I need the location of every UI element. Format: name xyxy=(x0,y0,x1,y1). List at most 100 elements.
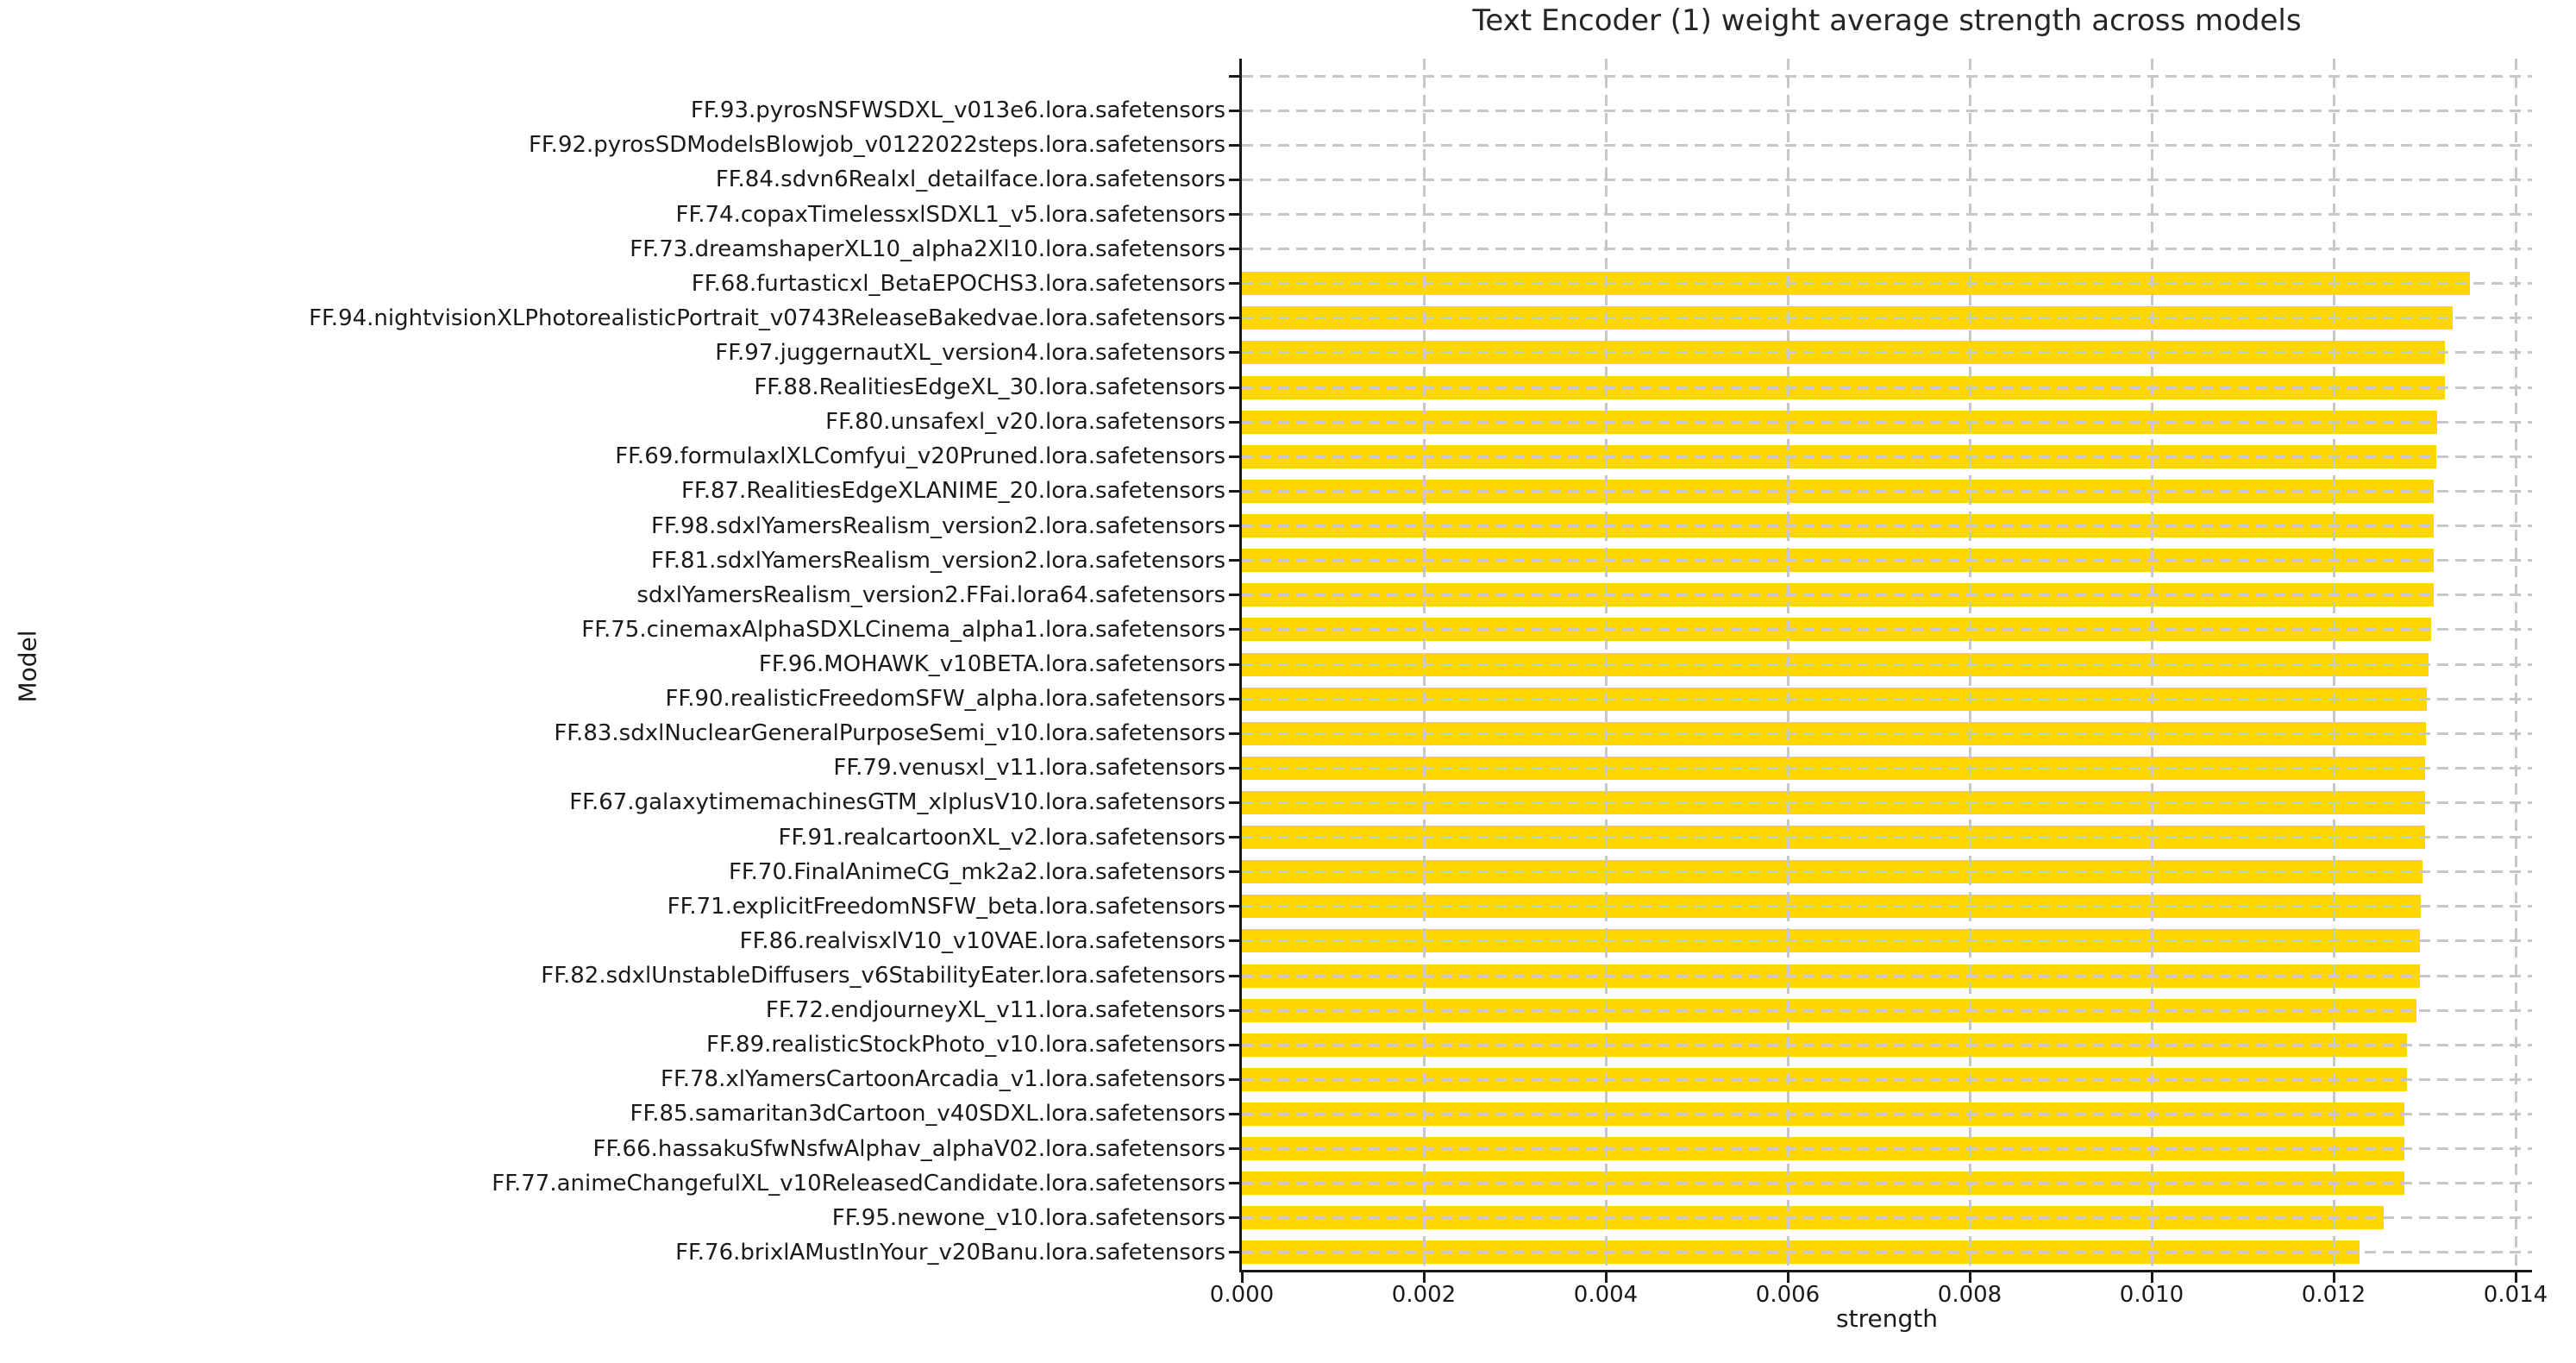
y-tick-mark xyxy=(1229,248,1239,251)
h-gridline xyxy=(1242,663,2532,666)
y-tick-label: FF.80.unsafexl_v20.lora.safetensors xyxy=(825,409,1225,436)
y-tick-label: FF.87.RealitiesEdgeXLANIME_20.lora.safet… xyxy=(680,478,1225,505)
h-gridline xyxy=(1242,559,2532,562)
x-tick-label: 0.012 xyxy=(2301,1282,2366,1308)
y-tick-mark xyxy=(1229,628,1239,631)
y-tick-mark xyxy=(1229,559,1239,562)
y-tick-mark xyxy=(1229,143,1239,147)
v-gridline xyxy=(2150,59,2153,1270)
y-tick-mark xyxy=(1229,1077,1239,1081)
h-gridline xyxy=(1242,1112,2532,1115)
h-gridline xyxy=(1242,1008,2532,1012)
y-tick-mark xyxy=(1229,905,1239,908)
y-tick-label: FF.73.dreamshaperXL10_alpha2Xl10.lora.sa… xyxy=(630,236,1225,262)
y-tick-mark xyxy=(1229,282,1239,286)
h-gridline xyxy=(1242,801,2532,804)
y-tick-mark xyxy=(1229,1216,1239,1220)
y-tick-label: FF.90.realisticFreedomSFW_alpha.lora.saf… xyxy=(665,686,1225,713)
h-gridline xyxy=(1242,939,2532,943)
h-gridline xyxy=(1242,697,2532,700)
y-tick-mark xyxy=(1229,1147,1239,1151)
y-tick-label: FF.95.newone_v10.lora.safetensors xyxy=(831,1204,1225,1231)
y-tick-mark xyxy=(1229,732,1239,735)
h-gridline xyxy=(1242,732,2532,735)
h-gridline xyxy=(1242,766,2532,769)
x-tick-label: 0.006 xyxy=(1755,1282,1821,1308)
y-tick-mark xyxy=(1229,939,1239,943)
h-gridline xyxy=(1242,282,2532,286)
y-tick-mark xyxy=(1229,801,1239,804)
y-tick-label: FF.98.sdxlYamersRealism_version2.lora.sa… xyxy=(651,512,1225,539)
y-tick-label: FF.78.xlYamersCartoonArcadia_v1.lora.saf… xyxy=(660,1066,1225,1093)
y-tick-mark xyxy=(1229,594,1239,597)
y-tick-label: FF.89.realisticStockPhoto_v10.lora.safet… xyxy=(706,1032,1225,1058)
bottom-spine xyxy=(1239,1270,2532,1272)
y-tick-mark xyxy=(1229,489,1239,493)
y-tick-label: FF.79.venusxl_v11.lora.safetensors xyxy=(833,755,1225,782)
y-tick-mark xyxy=(1229,455,1239,458)
y-tick-mark xyxy=(1229,1112,1239,1115)
y-tick-label: FF.83.sdxlNuclearGeneralPurposeSemi_v10.… xyxy=(554,720,1225,747)
y-tick-mark xyxy=(1229,870,1239,874)
h-gridline xyxy=(1242,489,2532,493)
y-tick-label: FF.92.pyrosSDModelsBlowjob_v0122022steps… xyxy=(528,132,1225,159)
y-tick-label: FF.70.FinalAnimeCG_mk2a2.lora.safetensor… xyxy=(728,858,1225,885)
y-tick-mark xyxy=(1229,109,1239,112)
h-gridline xyxy=(1242,1182,2532,1185)
h-gridline xyxy=(1242,870,2532,874)
h-gridline xyxy=(1242,109,2532,112)
y-tick-label: FF.81.sdxlYamersRealism_version2.lora.sa… xyxy=(651,547,1225,574)
y-tick-label: FF.74.copaxTimelessxlSDXL1_v5.lora.safet… xyxy=(675,201,1225,228)
y-tick-label: FF.69.formulaxlXLComfyui_v20Pruned.lora.… xyxy=(615,443,1225,470)
v-gridline xyxy=(1968,59,1971,1270)
x-tick-mark xyxy=(2514,1272,2517,1283)
h-gridline xyxy=(1242,594,2532,597)
x-tick-label: 0.000 xyxy=(1209,1282,1275,1308)
x-tick-mark xyxy=(2332,1272,2335,1283)
h-gridline xyxy=(1242,213,2532,216)
x-axis-label: strength xyxy=(1836,1304,1938,1333)
v-gridline xyxy=(2332,59,2335,1270)
x-tick-mark xyxy=(1968,1272,1971,1283)
x-tick-label: 0.002 xyxy=(1391,1282,1457,1308)
chart-title: Text Encoder (1) weight average strength… xyxy=(1472,3,2302,38)
x-tick-label: 0.010 xyxy=(2119,1282,2184,1308)
h-gridline xyxy=(1242,178,2532,181)
y-tick-label: FF.77.animeChangefulXL_v10ReleasedCandid… xyxy=(492,1170,1225,1197)
y-tick-mark xyxy=(1229,1182,1239,1185)
y-tick-label: FF.72.endjourneyXL_v11.lora.safetensors xyxy=(765,997,1225,1024)
h-gridline xyxy=(1242,905,2532,908)
y-tick-label: FF.94.nightvisionXLPhotorealisticPortrai… xyxy=(309,305,1225,331)
y-tick-mark xyxy=(1229,386,1239,389)
x-tick-mark xyxy=(2150,1272,2153,1283)
y-tick-label: FF.71.explicitFreedomNSFW_beta.lora.safe… xyxy=(667,893,1225,920)
y-tick-label: FF.86.realvisxlV10_v10VAE.lora.safetenso… xyxy=(739,927,1225,954)
h-gridline xyxy=(1242,524,2532,528)
y-tick-mark xyxy=(1229,178,1239,181)
y-tick-label: FF.93.pyrosNSFWSDXL_v013e6.lora.safetens… xyxy=(690,97,1225,124)
y-tick-mark xyxy=(1229,420,1239,424)
h-gridline xyxy=(1242,1043,2532,1046)
y-tick-mark xyxy=(1229,213,1239,216)
x-tick-label: 0.008 xyxy=(1937,1282,2003,1308)
y-tick-label: FF.96.MOHAWK_v10BETA.lora.safetensors xyxy=(758,651,1225,677)
h-gridline xyxy=(1242,974,2532,977)
y-tick-label: FF.66.hassakuSfwNsfwAlphav_alphaV02.lora… xyxy=(592,1135,1225,1162)
h-gridline xyxy=(1242,248,2532,251)
x-tick-mark xyxy=(1786,1272,1789,1283)
y-tick-label: FF.67.galaxytimemachinesGTM_xlplusV10.lo… xyxy=(569,789,1225,816)
left-spine xyxy=(1239,59,1242,1272)
h-gridline xyxy=(1242,836,2532,839)
y-tick-labels: FF.93.pyrosNSFWSDXL_v013e6.lora.safetens… xyxy=(0,59,1225,1270)
y-tick-label: FF.85.samaritan3dCartoon_v40SDXL.lora.sa… xyxy=(630,1101,1225,1127)
y-tick-label: FF.68.furtasticxl_BetaEPOCHS3.lora.safet… xyxy=(691,270,1225,297)
x-tick-mark xyxy=(1422,1272,1426,1283)
v-gridline xyxy=(1604,59,1608,1270)
v-gridline xyxy=(2514,59,2517,1270)
y-tick-mark xyxy=(1229,697,1239,700)
h-gridline xyxy=(1242,455,2532,458)
y-tick-label xyxy=(0,59,1225,93)
x-tick-label: 0.004 xyxy=(1573,1282,1639,1308)
x-tick-label: 0.014 xyxy=(2483,1282,2548,1308)
